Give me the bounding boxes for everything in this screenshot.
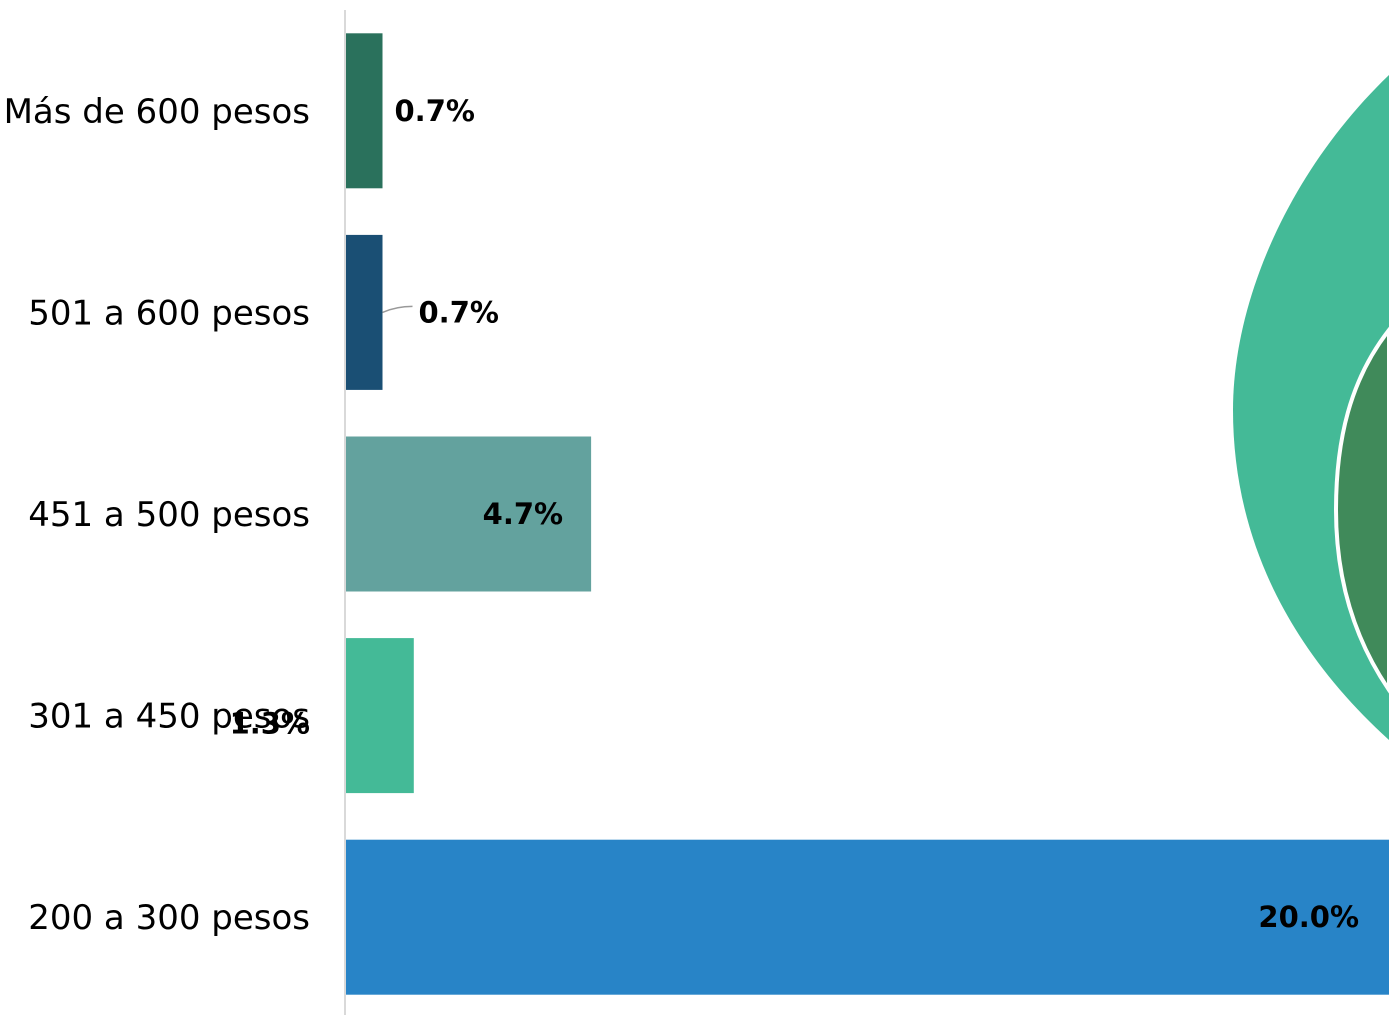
- leader-line: [382, 305, 413, 314]
- pie-chart: [1233, 75, 1389, 740]
- bar-3: [346, 638, 414, 794]
- value-label: 4.7%: [483, 497, 563, 531]
- bar-2: [346, 436, 592, 592]
- bar-4: [346, 839, 1389, 995]
- category-label: Más de 600 pesos: [4, 92, 310, 132]
- bar-1: [346, 234, 383, 390]
- value-label: 0.7%: [395, 94, 475, 128]
- pie-inner-slice: [1333, 326, 1389, 694]
- labels-layer: Más de 600 pesos 0.7% 501 a 600 pesos 0.7% 4…: [4, 92, 1359, 938]
- value-label: 0.7%: [419, 295, 499, 329]
- bars-layer: [346, 33, 1389, 995]
- category-label: 501 a 600 pesos: [28, 293, 310, 333]
- category-label: 451 a 500 pesos: [28, 495, 310, 535]
- value-label: 20.0%: [1258, 900, 1359, 934]
- category-label: 200 a 300 pesos: [28, 898, 310, 938]
- category-label: 301 a 450 pesos: [28, 697, 310, 737]
- value-label: 1.3%: [230, 707, 310, 741]
- bar-0: [346, 33, 383, 189]
